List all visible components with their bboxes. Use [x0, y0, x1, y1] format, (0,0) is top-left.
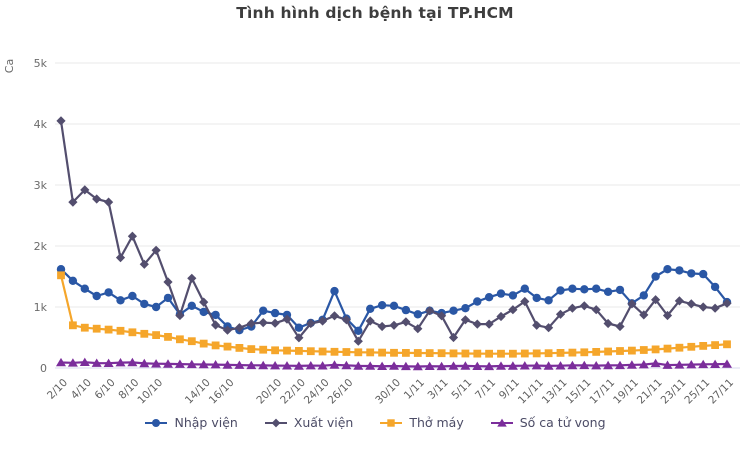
y-tick-label: 4k — [34, 118, 48, 131]
y-tick-label: 0 — [40, 362, 47, 375]
x-tick-label: 11/11 — [516, 377, 546, 407]
y-tick-label: 3k — [34, 179, 48, 192]
legend-label: Xuất viện — [293, 415, 354, 430]
x-tick-label: 13/11 — [540, 377, 570, 407]
x-tick-label: 21/11 — [635, 377, 665, 407]
legend-item-1[interactable]: Nhập viện — [144, 415, 238, 430]
x-tick-label: 6/10 — [93, 377, 118, 402]
x-tick-label: 26/10 — [326, 377, 356, 407]
chart-legend: Nhập viện Xuất viện Thở máy Số ca tử vong — [0, 415, 750, 430]
y-tick-label: 1k — [34, 301, 48, 314]
y-tick-label: 2k — [34, 240, 48, 253]
x-tick-label: 1/11 — [402, 377, 427, 402]
x-tick-label: 15/11 — [564, 377, 594, 407]
x-tick-label: 7/11 — [473, 377, 498, 402]
y-axis-title: Ca — [3, 59, 16, 73]
legend-label: Số ca tử vong — [519, 415, 606, 430]
legend-marker-icon — [145, 418, 168, 427]
chart-title: Tình hình dịch bệnh tại TP.HCM — [236, 4, 514, 22]
x-tick-label: 14/10 — [183, 377, 213, 407]
x-tick-label: 20/10 — [254, 377, 284, 407]
x-tick-label: 30/10 — [373, 377, 403, 407]
legend-marker-icon — [490, 418, 513, 427]
legend-item-4[interactable]: Số ca tử vong — [490, 415, 606, 430]
x-tick-label: 2/10 — [45, 377, 70, 402]
x-tick-label: 23/11 — [659, 377, 689, 407]
x-tick-label: 16/10 — [207, 377, 237, 407]
legend-marker-icon — [380, 418, 403, 427]
x-tick-label: 3/11 — [426, 377, 451, 402]
x-tick-label: 19/11 — [611, 377, 641, 407]
legend-marker-icon — [264, 418, 287, 427]
x-tick-label: 27/11 — [706, 377, 736, 407]
x-tick-label: 10/10 — [135, 377, 165, 407]
legend-label: Thở máy — [409, 415, 464, 430]
legend-item-2[interactable]: Xuất viện — [264, 415, 354, 430]
legend-label: Nhập viện — [174, 415, 238, 430]
x-tick-label: 5/11 — [449, 377, 474, 402]
legend-item-3[interactable]: Thở máy — [379, 415, 464, 430]
x-tick-label: 24/10 — [302, 377, 332, 407]
x-tick-label: 22/10 — [278, 377, 308, 407]
x-tick-label: 25/11 — [682, 377, 712, 407]
x-tick-label: 17/11 — [587, 377, 617, 407]
y-tick-label: 5k — [34, 57, 48, 70]
x-tick-label: 4/10 — [69, 377, 94, 402]
